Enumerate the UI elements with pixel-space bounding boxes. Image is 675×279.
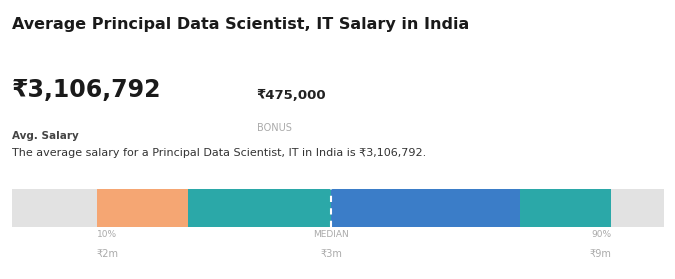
Text: The average salary for a Principal Data Scientist, IT in India is ₹3,106,792.: The average salary for a Principal Data … — [12, 148, 427, 158]
Text: ₹475,000: ₹475,000 — [256, 89, 326, 102]
Bar — [331, 189, 520, 227]
Text: Avg. Salary: Avg. Salary — [12, 131, 79, 141]
Bar — [97, 189, 188, 227]
Text: 10%: 10% — [97, 230, 117, 239]
Text: ₹3,106,792: ₹3,106,792 — [12, 78, 161, 102]
Text: Average Principal Data Scientist, IT Salary in India: Average Principal Data Scientist, IT Sal… — [12, 17, 469, 32]
Text: BONUS: BONUS — [256, 123, 292, 133]
Text: 90%: 90% — [591, 230, 612, 239]
Text: MEDIAN: MEDIAN — [313, 230, 349, 239]
Text: ₹2m: ₹2m — [97, 249, 119, 259]
Text: ₹3m: ₹3m — [321, 249, 342, 259]
Bar — [612, 189, 664, 227]
Bar — [520, 189, 612, 227]
Text: ₹9m: ₹9m — [589, 249, 612, 259]
Bar — [188, 189, 331, 227]
Bar — [12, 189, 97, 227]
